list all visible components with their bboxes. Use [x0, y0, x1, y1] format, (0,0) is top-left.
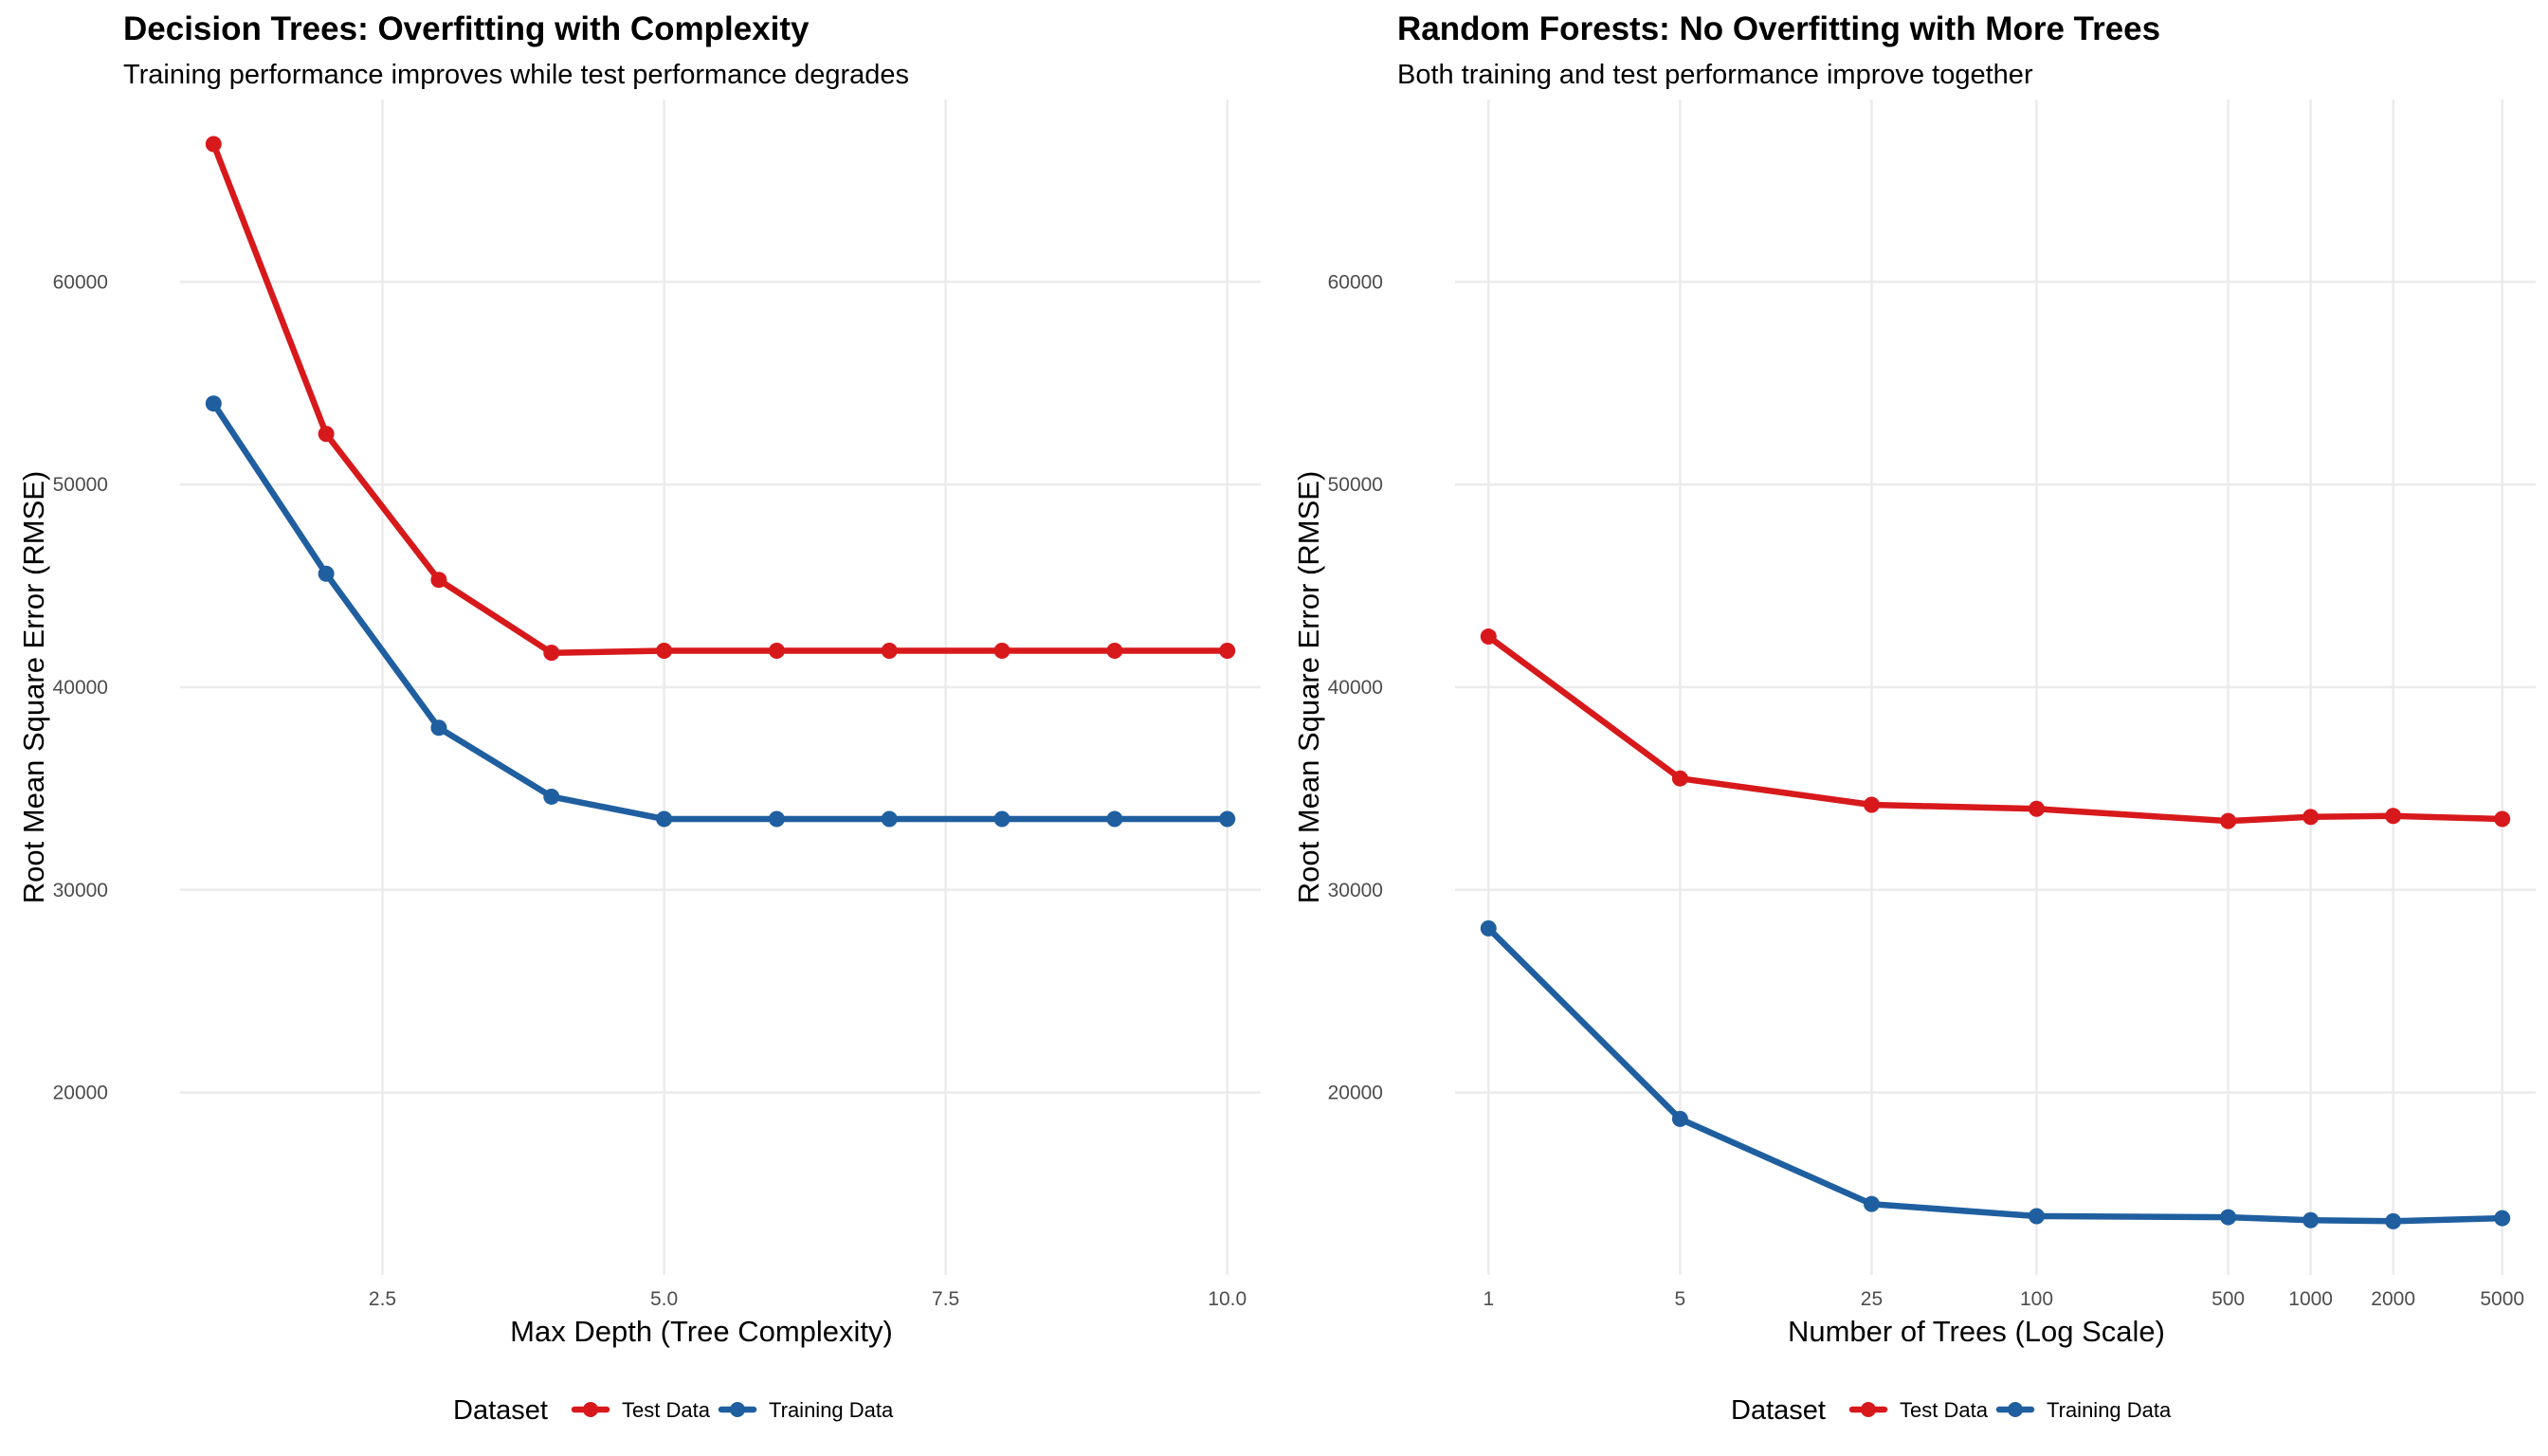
legend-label: Test Data [1900, 1398, 1989, 1422]
series-1 [1480, 628, 2511, 829]
data-point [2220, 812, 2237, 829]
chart-panel-1: Decision Trees: Overfitting with Complex… [17, 10, 1261, 1426]
legend: Dataset Test Data Training Data [1731, 1395, 2172, 1426]
chart-subtitle: Both training and test performance impro… [1397, 60, 2033, 90]
data-point [1671, 770, 1688, 787]
x-tick-label: 5 [1675, 1288, 1686, 1310]
data-point [318, 565, 335, 582]
data-point [1863, 796, 1880, 813]
data-point [2302, 1211, 2320, 1228]
series-2 [205, 395, 1236, 828]
y-tick-label: 30000 [1328, 880, 1383, 901]
x-tick-label: 5.0 [650, 1288, 678, 1310]
data-point [2220, 1209, 2237, 1226]
data-point [1106, 643, 1123, 660]
data-point [2494, 1210, 2511, 1227]
data-point [2029, 1208, 2046, 1225]
legend-item: Test Data [571, 1398, 711, 1422]
data-point [430, 719, 447, 737]
data-point [2385, 1212, 2402, 1229]
gridlines [1455, 100, 2536, 1275]
data-point [993, 810, 1010, 828]
data-point [881, 643, 898, 660]
x-tick-label: 25 [1861, 1288, 1883, 1310]
x-tick-label: 500 [2211, 1288, 2245, 1310]
series-line [1485, 925, 2505, 1225]
y-tick-label: 50000 [53, 474, 108, 496]
data-point [656, 810, 673, 828]
data-point [993, 643, 1010, 660]
y-tick-label: 60000 [53, 271, 108, 293]
x-tick-label: 10.0 [1208, 1288, 1247, 1310]
data-point [1863, 1195, 1880, 1212]
legend-title: Dataset [1731, 1395, 1826, 1426]
x-tick-label: 2.5 [369, 1288, 396, 1310]
legend-key-point [730, 1402, 745, 1417]
y-axis-title: Root Mean Square Error (RMSE) [17, 471, 50, 904]
legend-label: Training Data [769, 1398, 894, 1422]
x-axis-title: Number of Trees (Log Scale) [1788, 1315, 2165, 1348]
gridlines [180, 100, 1261, 1275]
y-tick-label: 50000 [1328, 474, 1383, 496]
legend-item: Test Data [1848, 1398, 1989, 1422]
legend-label: Test Data [622, 1398, 711, 1422]
chart-title: Decision Trees: Overfitting with Complex… [123, 10, 810, 47]
data-point [1219, 810, 1236, 828]
y-axis-title: Root Mean Square Error (RMSE) [1292, 471, 1325, 904]
series-line [210, 400, 1230, 823]
series-2 [1480, 919, 2511, 1229]
x-tick-label: 100 [2020, 1288, 2053, 1310]
legend-label: Training Data [2047, 1398, 2172, 1422]
series-1 [205, 136, 1236, 662]
legend-title: Dataset [453, 1395, 548, 1426]
data-point [205, 136, 222, 153]
legend-item: Training Data [718, 1398, 894, 1422]
legend-item: Training Data [1995, 1398, 2172, 1422]
legend-key-point [2008, 1402, 2023, 1417]
y-tick-label: 30000 [53, 880, 108, 901]
data-point [768, 643, 785, 660]
data-point [656, 643, 673, 660]
chart-title: Random Forests: No Overfitting with More… [1397, 10, 2160, 47]
x-axis-title: Max Depth (Tree Complexity) [510, 1315, 893, 1348]
data-point [768, 810, 785, 828]
y-tick-label: 20000 [53, 1083, 108, 1104]
x-tick-label: 7.5 [932, 1288, 959, 1310]
chart-panel-2: Random Forests: No Overfitting with More… [1292, 10, 2536, 1426]
data-point [1671, 1110, 1688, 1127]
x-tick-label: 5000 [2480, 1288, 2524, 1310]
data-point [1480, 628, 1497, 646]
y-tick-label: 60000 [1328, 271, 1383, 293]
data-point [2385, 808, 2402, 825]
data-point [205, 395, 222, 412]
data-point [543, 788, 560, 805]
data-point [1106, 810, 1123, 828]
y-tick-label: 20000 [1328, 1083, 1383, 1104]
data-point [2302, 809, 2320, 826]
chart-subtitle: Training performance improves while test… [123, 60, 909, 90]
data-point [430, 572, 447, 589]
legend-key-point [583, 1402, 598, 1417]
legend: Dataset Test Data Training Data [453, 1395, 894, 1426]
data-point [1480, 919, 1497, 937]
data-point [881, 810, 898, 828]
legend-key-point [1861, 1402, 1876, 1417]
series-line [210, 140, 1230, 656]
y-tick-label: 40000 [53, 677, 108, 699]
data-point [2029, 800, 2046, 817]
x-tick-label: 2000 [2371, 1288, 2415, 1310]
x-tick-label: 1 [1483, 1288, 1494, 1310]
data-point [543, 645, 560, 662]
x-tick-label: 1000 [2288, 1288, 2333, 1310]
data-point [1219, 643, 1236, 660]
series-line [1485, 633, 2505, 825]
y-tick-label: 40000 [1328, 677, 1383, 699]
data-point [318, 426, 335, 443]
data-point [2494, 810, 2511, 828]
